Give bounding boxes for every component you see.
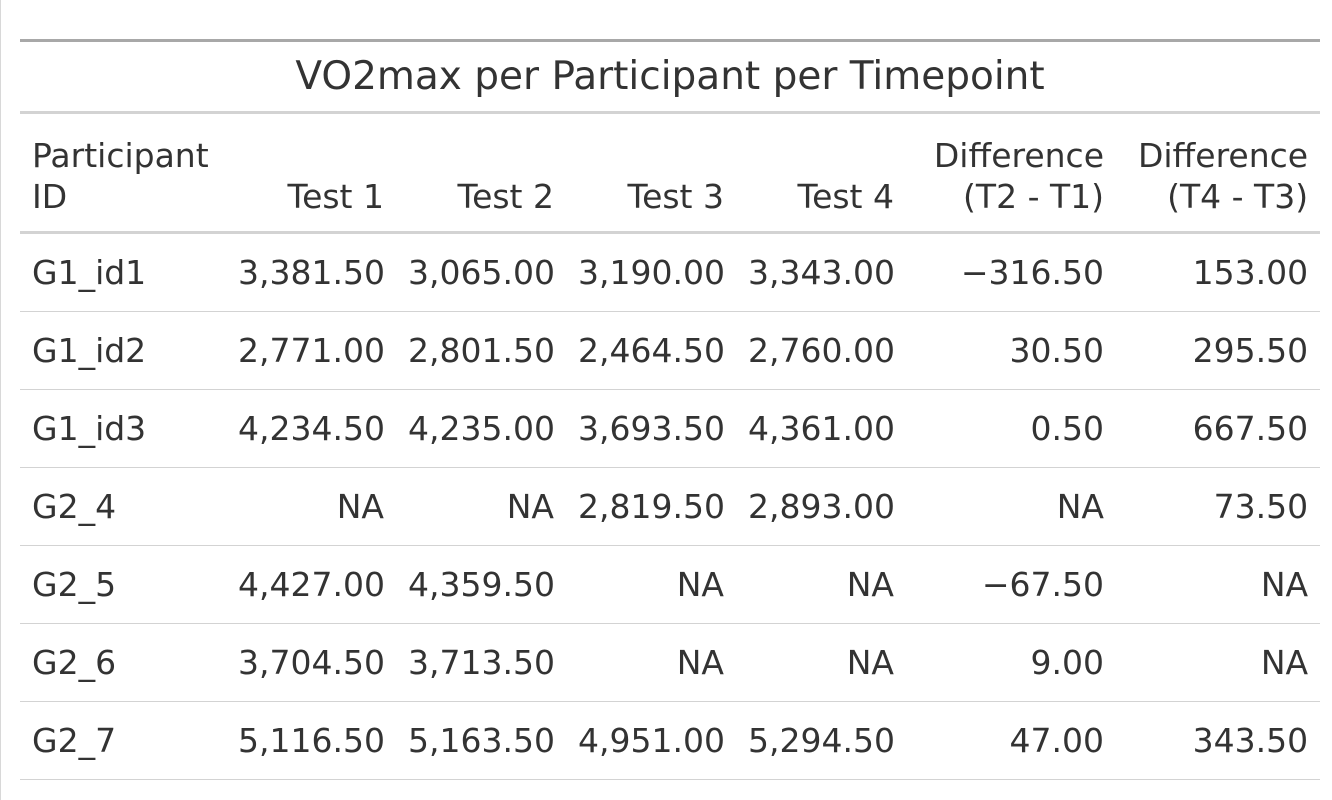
table-row: G2_5 4,427.00 4,359.50 NA NA −67.50 NA bbox=[20, 545, 1321, 624]
test-4-cell: 5,294.50 bbox=[736, 701, 906, 780]
difference-t2-t1-cell: −67.50 bbox=[906, 545, 1116, 624]
difference-t2-t1-cell: NA bbox=[906, 467, 1116, 546]
test-3-cell: 4,951.00 bbox=[566, 701, 736, 780]
test-2-cell: 4,359.50 bbox=[396, 545, 566, 624]
test-3-cell: 3,190.00 bbox=[566, 232, 736, 312]
difference-t2-t1-cell: 47.00 bbox=[906, 701, 1116, 780]
difference-t2-t1-cell: −316.50 bbox=[906, 232, 1116, 312]
test-3-cell: NA bbox=[566, 545, 736, 624]
test-3-cell: 3,693.50 bbox=[566, 389, 736, 468]
test-2-cell: 2,801.50 bbox=[396, 311, 566, 390]
participant-id-cell: G2_7 bbox=[20, 701, 226, 780]
table-row: G1_id3 4,234.50 4,235.00 3,693.50 4,361.… bbox=[20, 389, 1321, 468]
test-2-cell: 5,163.50 bbox=[396, 701, 566, 780]
column-header-test-1: Test 1 bbox=[226, 112, 396, 234]
test-2-cell: NA bbox=[396, 467, 566, 546]
test-4-cell: NA bbox=[736, 545, 906, 624]
participant-id-cell: G1_id2 bbox=[20, 311, 226, 390]
participant-id-cell: G1_id1 bbox=[20, 232, 226, 312]
difference-t2-t1-cell: 30.50 bbox=[906, 311, 1116, 390]
test-1-cell: 4,234.50 bbox=[226, 389, 396, 468]
participant-id-cell: G1_id3 bbox=[20, 389, 226, 468]
participant-id-cell: G2_4 bbox=[20, 467, 226, 546]
column-header-test-2: Test 2 bbox=[396, 112, 566, 234]
table-row: G2_7 5,116.50 5,163.50 4,951.00 5,294.50… bbox=[20, 701, 1321, 780]
difference-t2-t1-cell: 0.50 bbox=[906, 389, 1116, 468]
difference-t4-t3-cell: 73.50 bbox=[1116, 467, 1321, 546]
test-1-cell: NA bbox=[226, 467, 396, 546]
difference-t4-t3-cell: 153.00 bbox=[1116, 232, 1321, 312]
column-header-difference-t2-t1: Difference (T2 - T1) bbox=[906, 112, 1116, 234]
difference-t4-t3-cell: NA bbox=[1116, 623, 1321, 702]
vo2max-table: VO2max per Participant per Timepoint Par… bbox=[20, 39, 1321, 780]
difference-t4-t3-cell: NA bbox=[1116, 545, 1321, 624]
test-1-cell: 3,381.50 bbox=[226, 232, 396, 312]
column-header-test-3: Test 3 bbox=[566, 112, 736, 234]
participant-id-cell: G2_5 bbox=[20, 545, 226, 624]
table-row: G2_6 3,704.50 3,713.50 NA NA 9.00 NA bbox=[20, 623, 1321, 702]
table-title: VO2max per Participant per Timepoint bbox=[20, 39, 1321, 114]
test-3-cell: 2,464.50 bbox=[566, 311, 736, 390]
test-1-cell: 5,116.50 bbox=[226, 701, 396, 780]
left-border bbox=[0, 0, 1, 800]
test-1-cell: 3,704.50 bbox=[226, 623, 396, 702]
table-row: G2_4 NA NA 2,819.50 2,893.00 NA 73.50 bbox=[20, 467, 1321, 546]
test-4-cell: 2,893.00 bbox=[736, 467, 906, 546]
test-2-cell: 3,713.50 bbox=[396, 623, 566, 702]
column-header-participant-id: Participant ID bbox=[20, 112, 226, 234]
difference-t4-t3-cell: 343.50 bbox=[1116, 701, 1321, 780]
difference-t2-t1-cell: 9.00 bbox=[906, 623, 1116, 702]
column-header-difference-t4-t3: Difference (T4 - T3) bbox=[1116, 112, 1321, 234]
difference-t4-t3-cell: 295.50 bbox=[1116, 311, 1321, 390]
test-4-cell: NA bbox=[736, 623, 906, 702]
participant-id-cell: G2_6 bbox=[20, 623, 226, 702]
test-1-cell: 2,771.00 bbox=[226, 311, 396, 390]
test-4-cell: 2,760.00 bbox=[736, 311, 906, 390]
column-header-test-4: Test 4 bbox=[736, 112, 906, 234]
test-2-cell: 3,065.00 bbox=[396, 232, 566, 312]
test-3-cell: 2,819.50 bbox=[566, 467, 736, 546]
test-2-cell: 4,235.00 bbox=[396, 389, 566, 468]
test-1-cell: 4,427.00 bbox=[226, 545, 396, 624]
table-row: G1_id2 2,771.00 2,801.50 2,464.50 2,760.… bbox=[20, 311, 1321, 390]
test-4-cell: 3,343.00 bbox=[736, 232, 906, 312]
test-4-cell: 4,361.00 bbox=[736, 389, 906, 468]
difference-t4-t3-cell: 667.50 bbox=[1116, 389, 1321, 468]
table-container: VO2max per Participant per Timepoint Par… bbox=[20, 39, 1321, 780]
test-3-cell: NA bbox=[566, 623, 736, 702]
table-row: G1_id1 3,381.50 3,065.00 3,190.00 3,343.… bbox=[20, 232, 1321, 312]
